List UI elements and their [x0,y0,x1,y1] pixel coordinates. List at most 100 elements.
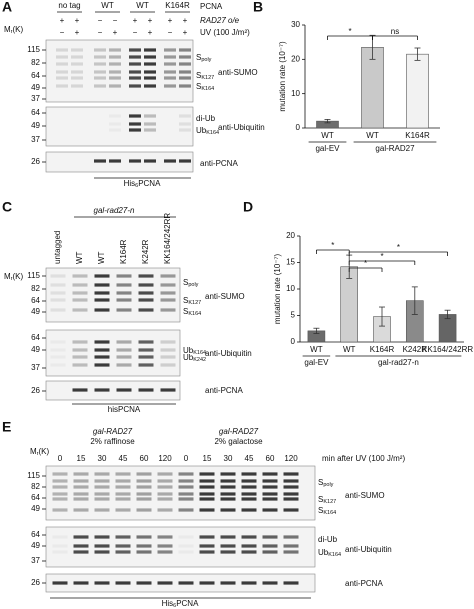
blot-band [94,581,110,585]
blot-band [144,128,156,132]
blot-band [109,128,121,132]
blot-band [129,122,141,126]
footer-label: His6PCNA [124,179,162,189]
blot-band [52,492,68,496]
blot-band [178,492,194,496]
sign: − [168,28,173,37]
blot-band [262,544,278,548]
sign: + [60,16,65,25]
blot-band [262,472,278,476]
marker-label: 64 [31,530,40,539]
blot-band [138,355,154,359]
blot-band [52,535,68,539]
label-main: di-Ub [318,535,338,544]
blot-band [109,159,121,163]
blot-band [72,388,88,392]
blot-band [160,388,176,392]
blot-band [94,472,110,476]
blot-band [72,274,88,278]
blot-band [129,55,141,59]
x-tick-label: WT [321,131,334,140]
time-label: 45 [119,454,128,463]
x-tick-label: KK164/242RR [422,345,473,354]
blot-band [164,70,176,74]
marker-label: 115 [27,271,40,280]
panel-letter: C [2,199,12,215]
blot-band [179,128,191,132]
blot-band [160,283,176,287]
blot-band [199,550,215,554]
blot-band [94,492,110,496]
label-main: S [196,71,201,80]
blot-band [144,48,156,52]
antibody-label: anti-PCNA [205,386,243,395]
blot-band [94,479,110,483]
label-subscript: K164 [193,350,206,356]
sign: + [148,16,153,25]
blot-band [94,159,106,163]
blot-band [160,355,176,359]
marker-label: 82 [31,284,40,293]
blot-band [136,535,152,539]
label-main: His [124,179,136,188]
blot-band [50,274,66,278]
lane-label: WT [75,251,84,264]
blot-band [262,492,278,496]
error-bar [324,119,331,124]
condition-label: gal-RAD27 [219,427,259,436]
blot-band [178,544,194,548]
blot-band [50,348,66,352]
blot-band [52,508,68,512]
sign: + [113,28,118,37]
blot-band [94,70,106,74]
label-main: hisPCNA [108,405,141,414]
blot-band [52,581,68,585]
group-label: gal-EV [315,144,340,153]
blot-band [199,479,215,483]
blot-band [50,363,66,367]
blot-band [220,535,236,539]
blot-band [144,76,156,80]
significance-label: * [380,252,383,261]
sign: − [133,28,138,37]
blot-band [157,497,173,501]
blot-band [94,298,110,302]
blot [45,39,194,103]
blot-band [56,84,68,88]
band-label: SK164 [196,82,214,92]
y-tick-label: 0 [296,123,301,132]
label-subscript: 6 [173,603,176,609]
blot-band [144,114,156,118]
band-label: Spoly [318,478,334,488]
blot-band [164,48,176,52]
blot-band [56,76,68,80]
sign: − [98,28,103,37]
blot-band [220,485,236,489]
blot-band [73,508,89,512]
mr-label: Mr(K) [4,272,24,282]
sign: + [183,16,188,25]
blot-band [160,308,176,312]
blot-band [136,472,152,476]
label-main: di-Ub [196,114,216,123]
blot-band [94,550,110,554]
blot-band [262,508,278,512]
marker-label: 26 [31,386,40,395]
blot-band [136,544,152,548]
label-main: M [30,447,37,456]
antibody-label: anti-PCNA [200,159,238,168]
label-main: S [183,307,188,316]
sign: + [168,16,173,25]
blot-band [283,479,299,483]
blot-band [109,48,121,52]
band-label: UbK164 [183,346,206,356]
y-tick-label: 15 [286,258,295,267]
blot-band [262,485,278,489]
blot-band [129,62,141,66]
marker-label: 49 [31,541,40,550]
blot-band [220,544,236,548]
condition-label: gal-RAD27 [93,427,133,436]
blot-band [157,535,173,539]
blot-band [94,84,106,88]
blot-band [94,76,106,80]
